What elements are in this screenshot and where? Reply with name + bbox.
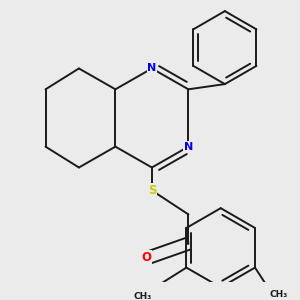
Text: N: N <box>184 142 193 152</box>
Text: O: O <box>141 251 151 264</box>
Text: S: S <box>148 184 156 197</box>
Text: CH₃: CH₃ <box>270 290 288 299</box>
Text: CH₃: CH₃ <box>134 292 152 300</box>
Text: N: N <box>147 64 157 74</box>
